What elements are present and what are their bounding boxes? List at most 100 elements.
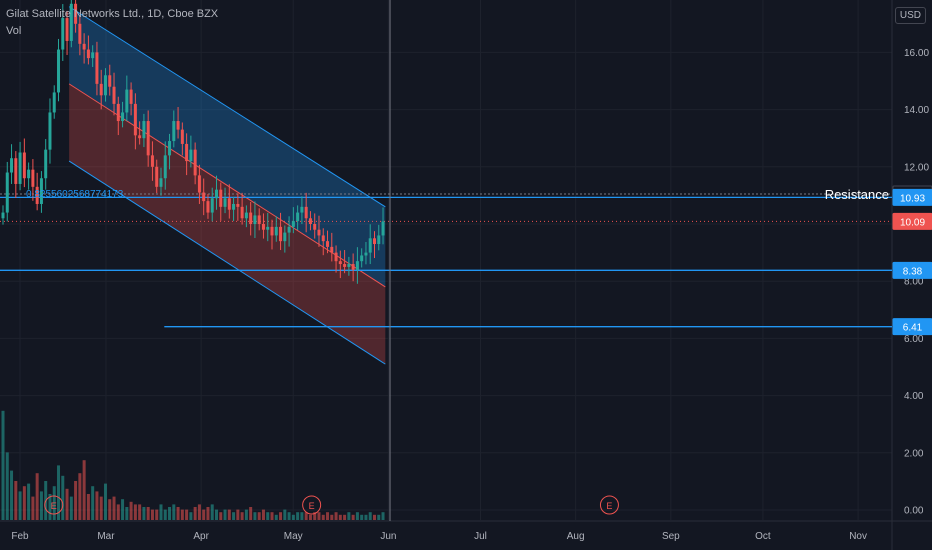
candle-body — [103, 75, 107, 96]
candle-body — [150, 155, 154, 167]
volume-bar — [368, 512, 372, 520]
volume-bar — [219, 512, 223, 520]
y-tick-label: 8.00 — [904, 277, 924, 288]
volume-bar — [48, 494, 52, 520]
volume-bar — [347, 512, 351, 520]
volume-bar — [163, 509, 167, 520]
candle-body — [69, 3, 73, 41]
volume-bar — [69, 496, 73, 520]
candle-body — [57, 49, 61, 93]
volume-bar — [172, 504, 176, 520]
candle-body — [249, 212, 253, 224]
x-tick-label: Jun — [380, 531, 396, 542]
volume-bar — [236, 509, 240, 520]
x-tick-label: Sep — [662, 531, 680, 542]
volume-bar — [103, 483, 107, 520]
volume-bar — [65, 488, 69, 520]
volume-bar — [360, 514, 364, 520]
price-axis-label-bg — [892, 188, 932, 206]
volume-bar — [86, 494, 90, 520]
volume-bar — [142, 507, 146, 520]
candle-body — [125, 89, 129, 113]
candle-body — [95, 52, 99, 84]
volume-bar — [244, 509, 248, 520]
candle-body — [129, 89, 133, 104]
volume-bar — [308, 514, 312, 520]
candle-body — [22, 152, 26, 179]
candle-body — [48, 112, 52, 150]
volume-bar — [129, 501, 133, 520]
candle-body — [381, 221, 385, 236]
candle-body — [334, 252, 338, 262]
candle-body — [364, 252, 368, 256]
volume-bar — [185, 509, 189, 520]
candle-body — [326, 241, 330, 247]
earnings-marker-label: E — [51, 501, 57, 511]
candle-body — [142, 121, 146, 139]
volume-bar — [39, 491, 43, 520]
candle-body — [18, 152, 22, 184]
candle-body — [52, 92, 56, 113]
volume-bar — [61, 475, 65, 520]
volume-bar — [223, 509, 227, 520]
y-tick-label: 4.00 — [904, 391, 924, 402]
volume-bar — [125, 507, 129, 520]
volume-bar — [261, 509, 265, 520]
volume-bar — [364, 514, 368, 520]
candle-body — [279, 226, 283, 242]
candle-body — [210, 198, 214, 213]
candle-body — [236, 203, 240, 207]
candle-body — [215, 189, 218, 199]
candle-body — [317, 229, 321, 236]
candle-body — [197, 175, 201, 193]
candle-body — [133, 103, 137, 136]
volume-bar — [91, 486, 95, 520]
candle-body — [78, 23, 82, 44]
candle-body — [219, 189, 223, 207]
candle-body — [300, 206, 304, 213]
volume-bar — [372, 514, 376, 520]
volume-bar — [317, 512, 321, 520]
y-tick-label: 14.00 — [904, 105, 929, 116]
candle-body — [159, 178, 163, 187]
currency-button[interactable]: USD — [894, 7, 926, 24]
earnings-marker — [302, 495, 322, 515]
candle-body — [14, 158, 18, 184]
y-tick-label: 0.00 — [904, 506, 924, 517]
candle-body — [176, 121, 180, 130]
candle-body — [253, 215, 257, 224]
candle-body — [10, 158, 14, 173]
candle-body — [82, 43, 86, 50]
candle-body — [138, 135, 142, 139]
y-tick-label: 6.00 — [904, 334, 924, 345]
volume-bar — [14, 481, 18, 520]
volume-bar — [210, 504, 214, 520]
volume-bar — [176, 507, 180, 520]
candle-body — [35, 186, 39, 204]
volume-bar — [321, 514, 325, 520]
candle-body — [360, 255, 364, 262]
volume-bar — [257, 512, 261, 520]
volume-bar — [189, 512, 193, 520]
candle-body — [283, 232, 287, 242]
candle-body — [266, 226, 270, 230]
earnings-marker — [599, 495, 619, 515]
candle-body — [108, 75, 112, 87]
volume-bar — [116, 504, 120, 520]
x-tick-label: Nov — [849, 531, 867, 542]
channel-lower-line — [68, 160, 386, 365]
candle-body — [116, 103, 120, 122]
volume-bar — [202, 509, 206, 520]
volume-bar — [95, 491, 99, 520]
candle-body — [347, 264, 351, 267]
candle-body — [91, 52, 95, 59]
candle-body — [86, 49, 90, 59]
volume-bar — [35, 473, 39, 520]
volume-bar — [112, 496, 116, 520]
volume-bar — [304, 512, 308, 520]
y-tick-label: 12.00 — [904, 162, 929, 173]
candle-body — [163, 155, 167, 179]
candle-body — [227, 198, 231, 210]
candle-body — [206, 201, 210, 213]
